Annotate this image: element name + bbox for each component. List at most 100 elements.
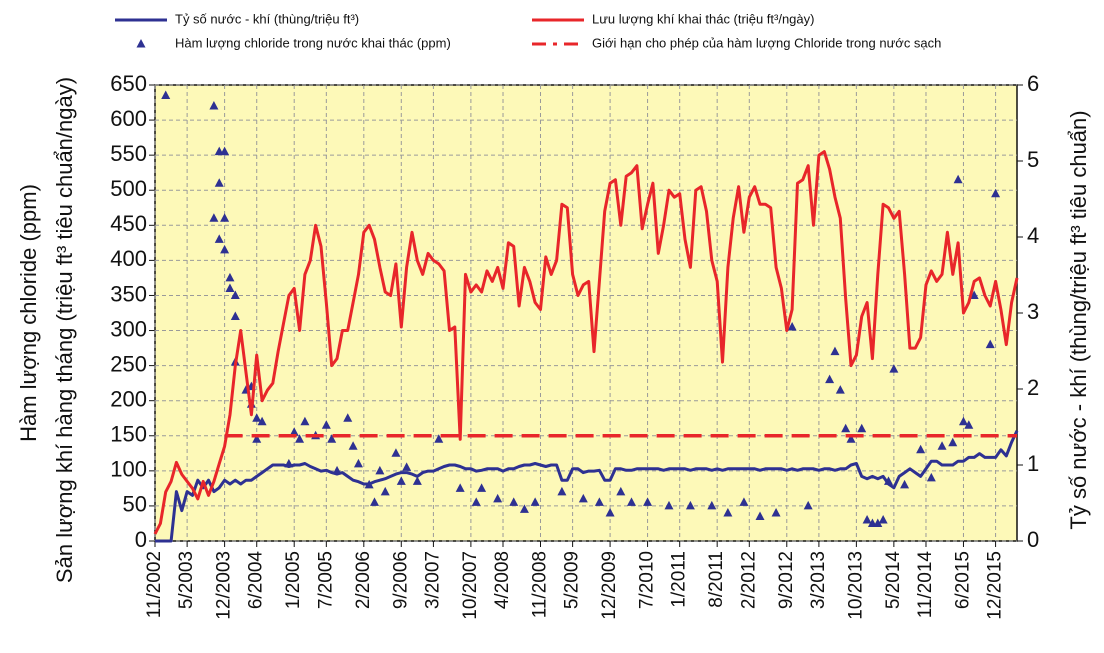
y-tick-label: 150 — [110, 422, 147, 447]
scatter-point — [230, 311, 240, 321]
y-tick-label: 550 — [110, 141, 147, 166]
scatter-point — [787, 322, 797, 331]
y-tick-label: 0 — [135, 527, 147, 552]
x-tick-label: 2/2006 — [353, 551, 374, 609]
scatter-point — [161, 90, 171, 100]
x-tick-label: 1/2005 — [283, 551, 304, 609]
legend-label: Hàm lượng chloride trong nước khai thác … — [175, 35, 451, 50]
scatter-point — [900, 479, 910, 489]
scatter-point — [343, 413, 353, 422]
scatter-point — [225, 272, 235, 282]
x-tick-label: 10/2007 — [460, 551, 481, 620]
scatter-point — [616, 486, 626, 496]
scatter-point — [937, 441, 947, 450]
scatter-point — [873, 518, 883, 527]
scatter-point — [926, 472, 936, 482]
legend-label: Lưu lượng khí khai thác (triệu ft³/ngày) — [592, 11, 814, 26]
x-tick-label: 4/2008 — [492, 551, 513, 609]
scatter-point — [830, 346, 840, 356]
x-tick-label: 12/2015 — [985, 551, 1006, 620]
scatter-point — [605, 507, 615, 517]
y-tick-label: 450 — [110, 211, 147, 236]
x-tick-label: 8/2011 — [706, 551, 727, 608]
x-tick-label: 5/2014 — [883, 551, 904, 610]
scatter-point — [862, 514, 872, 524]
y-tick-label: 400 — [110, 246, 147, 271]
x-tick-label: 12/2009 — [599, 551, 620, 620]
scatter-point — [252, 413, 262, 422]
scatter-point — [803, 500, 813, 510]
y-tick-label: 350 — [110, 281, 147, 306]
legend-label: Giới hạn cho phép của hàm lượng Chloride… — [592, 35, 941, 50]
x-tick-label: 1/2011 — [669, 551, 690, 608]
x-tick-label: 11/2002 — [144, 551, 165, 618]
x-tick-label: 9/2012 — [776, 551, 797, 609]
scatter-point — [578, 493, 588, 503]
scatter-point — [964, 420, 974, 429]
y-tick-label: 50 — [123, 492, 147, 517]
scatter-point — [916, 444, 926, 454]
scatter-point — [214, 234, 224, 243]
scatter-point — [953, 174, 963, 184]
y2-tick-label: 5 — [1027, 147, 1039, 172]
legend-symbol — [136, 39, 146, 48]
scatter-point — [412, 476, 422, 485]
scatter-point — [643, 497, 653, 506]
y2-tick-label: 6 — [1027, 71, 1039, 96]
scatter-point — [985, 339, 995, 349]
y-tick-label: 200 — [110, 387, 147, 412]
scatter-point — [380, 486, 390, 496]
scatter-point — [353, 458, 363, 468]
y2-tick-label: 0 — [1027, 527, 1039, 552]
scatter-point — [209, 213, 219, 222]
y-axis-title: Sản lượng khí hàng tháng (triệu ft³ tiêu… — [52, 77, 77, 583]
y-tick-label: 500 — [110, 176, 147, 201]
x-tick-label: 11/2014 — [915, 551, 936, 619]
scatter-point — [477, 483, 487, 492]
scatter-point — [375, 465, 385, 475]
scatter-point — [557, 486, 567, 496]
scatter-point — [889, 364, 899, 373]
scatter-point — [455, 483, 465, 492]
scatter-point — [289, 427, 299, 436]
scatter-point — [220, 244, 230, 254]
scatter-point — [471, 497, 481, 506]
y2-tick-label: 1 — [1027, 451, 1039, 476]
y-tick-label: 650 — [110, 71, 147, 96]
scatter-point — [969, 290, 979, 299]
scatter-point — [396, 476, 406, 485]
scatter-point — [846, 434, 856, 443]
y2-tick-label: 4 — [1027, 223, 1039, 248]
scatter-point — [284, 458, 294, 468]
scatter-point — [220, 146, 230, 156]
scatter-point — [723, 507, 733, 517]
y-tick-label: 300 — [110, 316, 147, 341]
scatter-point — [884, 476, 894, 485]
scatter-point — [835, 385, 845, 394]
scatter-point — [209, 101, 219, 110]
scatter-point — [878, 514, 888, 524]
y-tick-label: 100 — [110, 457, 147, 482]
scatter-point — [627, 497, 637, 506]
scatter-point — [685, 500, 695, 510]
x-tick-label: 7/2005 — [315, 551, 336, 609]
scatter-point — [220, 213, 230, 222]
scatter-point — [295, 434, 305, 443]
scatter-point — [958, 416, 968, 426]
y-axis-title: Hàm lượng chloride (ppm) — [16, 184, 41, 442]
scatter-point — [332, 465, 342, 475]
scatter-point — [257, 416, 267, 426]
legend-label: Tỷ số nước - khí (thùng/triệu ft³) — [175, 11, 359, 26]
y-tick-label: 600 — [110, 106, 147, 131]
scatter-point — [707, 500, 717, 510]
x-tick-label: 11/2008 — [530, 551, 551, 618]
scatter-point — [594, 497, 604, 506]
scatter-point — [825, 374, 835, 384]
scatter-point — [348, 441, 358, 450]
x-tick-label: 3/2013 — [808, 551, 829, 609]
x-tick-label: 5/2003 — [176, 551, 197, 609]
scatter-point — [214, 178, 224, 187]
scatter-point — [300, 416, 310, 426]
x-tick-label: 6/2015 — [952, 551, 973, 609]
